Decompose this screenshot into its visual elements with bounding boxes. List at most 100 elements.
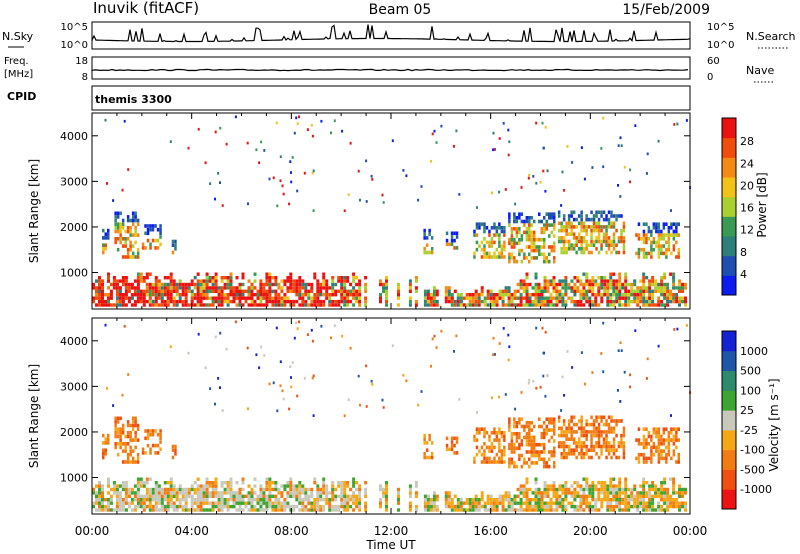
power-cell [560, 228, 563, 233]
velocity-cell [523, 461, 526, 465]
velocity-cell [507, 491, 511, 495]
velocity-cell [423, 504, 427, 509]
power-cell [358, 299, 362, 304]
velocity-cell [157, 498, 161, 502]
power-cell [465, 303, 469, 307]
velocity-cell [102, 433, 105, 438]
velocity-cell [595, 433, 598, 438]
velocity-cell [116, 431, 120, 435]
power-cell [605, 228, 608, 233]
velocity-cell [319, 494, 323, 498]
velocity-cell [665, 452, 668, 457]
velocity-cell [670, 427, 673, 431]
nsearch-tick-top: 10^5 [707, 22, 734, 33]
power-cell [226, 276, 230, 280]
power-cell [118, 293, 122, 297]
velocity-cell [397, 491, 400, 495]
velocity-cell [534, 477, 538, 481]
velocity-cell [429, 498, 433, 502]
power-cell [430, 236, 434, 240]
power-cell [591, 282, 595, 287]
velocity-cell [528, 450, 531, 454]
power-cell [618, 272, 622, 276]
power-cell [283, 299, 287, 304]
velocity-cell [672, 438, 676, 442]
power-cell [570, 221, 573, 226]
velocity-cell [669, 494, 673, 498]
power-cell [510, 227, 514, 231]
velocity-cell [337, 494, 341, 498]
velocity-cell [121, 423, 125, 428]
power-cell [301, 303, 305, 307]
velocity-cell [597, 426, 601, 431]
power-cell [271, 276, 275, 280]
power-cell [290, 171, 292, 174]
power-cell [618, 296, 622, 300]
velocity-cell [340, 494, 344, 498]
power-cell [520, 259, 524, 264]
velocity-colorbar-swatch [722, 469, 736, 490]
power-cell [606, 289, 610, 293]
velocity-cell [154, 429, 157, 433]
power-cell [667, 237, 671, 241]
power-cell [226, 296, 230, 300]
velocity-cell [154, 487, 158, 492]
power-cell [562, 225, 566, 229]
velocity-cell [283, 498, 287, 502]
time-tick-label: 08:00 [274, 524, 309, 538]
power-cell [525, 237, 529, 242]
power-cell [597, 221, 601, 226]
velocity-cell [310, 494, 314, 498]
power-cell [585, 225, 588, 229]
power-cell [175, 289, 179, 293]
power-cell [358, 293, 362, 297]
power-cell [340, 276, 344, 280]
velocity-cell [119, 442, 122, 446]
power-cell [525, 276, 529, 280]
velocity-cell [148, 491, 152, 495]
power-cell [114, 222, 117, 226]
velocity-cell [166, 501, 170, 505]
velocity-cell [408, 501, 412, 505]
power-cell [665, 222, 668, 226]
power-cell [101, 279, 104, 283]
power-cell [540, 245, 543, 249]
power-cell [92, 299, 95, 304]
power-cell [121, 255, 125, 259]
power-cell [592, 214, 596, 218]
velocity-cell [666, 498, 670, 502]
velocity-cell [650, 452, 653, 457]
power-cell [181, 282, 185, 287]
velocity-cell [672, 498, 676, 502]
velocity-cell [534, 498, 538, 502]
power-cell [127, 286, 131, 290]
power-cell [310, 296, 314, 300]
velocity-cell [121, 427, 125, 431]
power-cell [379, 299, 382, 304]
velocity-cell [456, 508, 460, 512]
power-cell [171, 239, 175, 244]
power-cell [635, 233, 638, 237]
power-cell [145, 276, 149, 280]
velocity-cell [334, 498, 338, 502]
velocity-cell [178, 491, 182, 495]
power-cell [528, 299, 532, 304]
freq-trace-line [91, 68, 689, 72]
power-cell [562, 247, 566, 251]
power-cell [545, 256, 548, 260]
velocity-cell [238, 501, 242, 505]
velocity-cell [379, 484, 382, 488]
power-cell [665, 247, 668, 252]
power-cell [115, 286, 119, 290]
velocity-cell [265, 498, 269, 502]
velocity-cell [256, 508, 260, 512]
velocity-cell [352, 498, 356, 502]
power-cell [684, 303, 687, 307]
power-cell [528, 259, 531, 264]
velocity-cell [666, 501, 670, 505]
velocity-cell [620, 441, 623, 445]
power-cell [618, 282, 622, 287]
power-cell [519, 279, 523, 283]
power-cell [552, 279, 556, 283]
power-cell [549, 293, 553, 297]
